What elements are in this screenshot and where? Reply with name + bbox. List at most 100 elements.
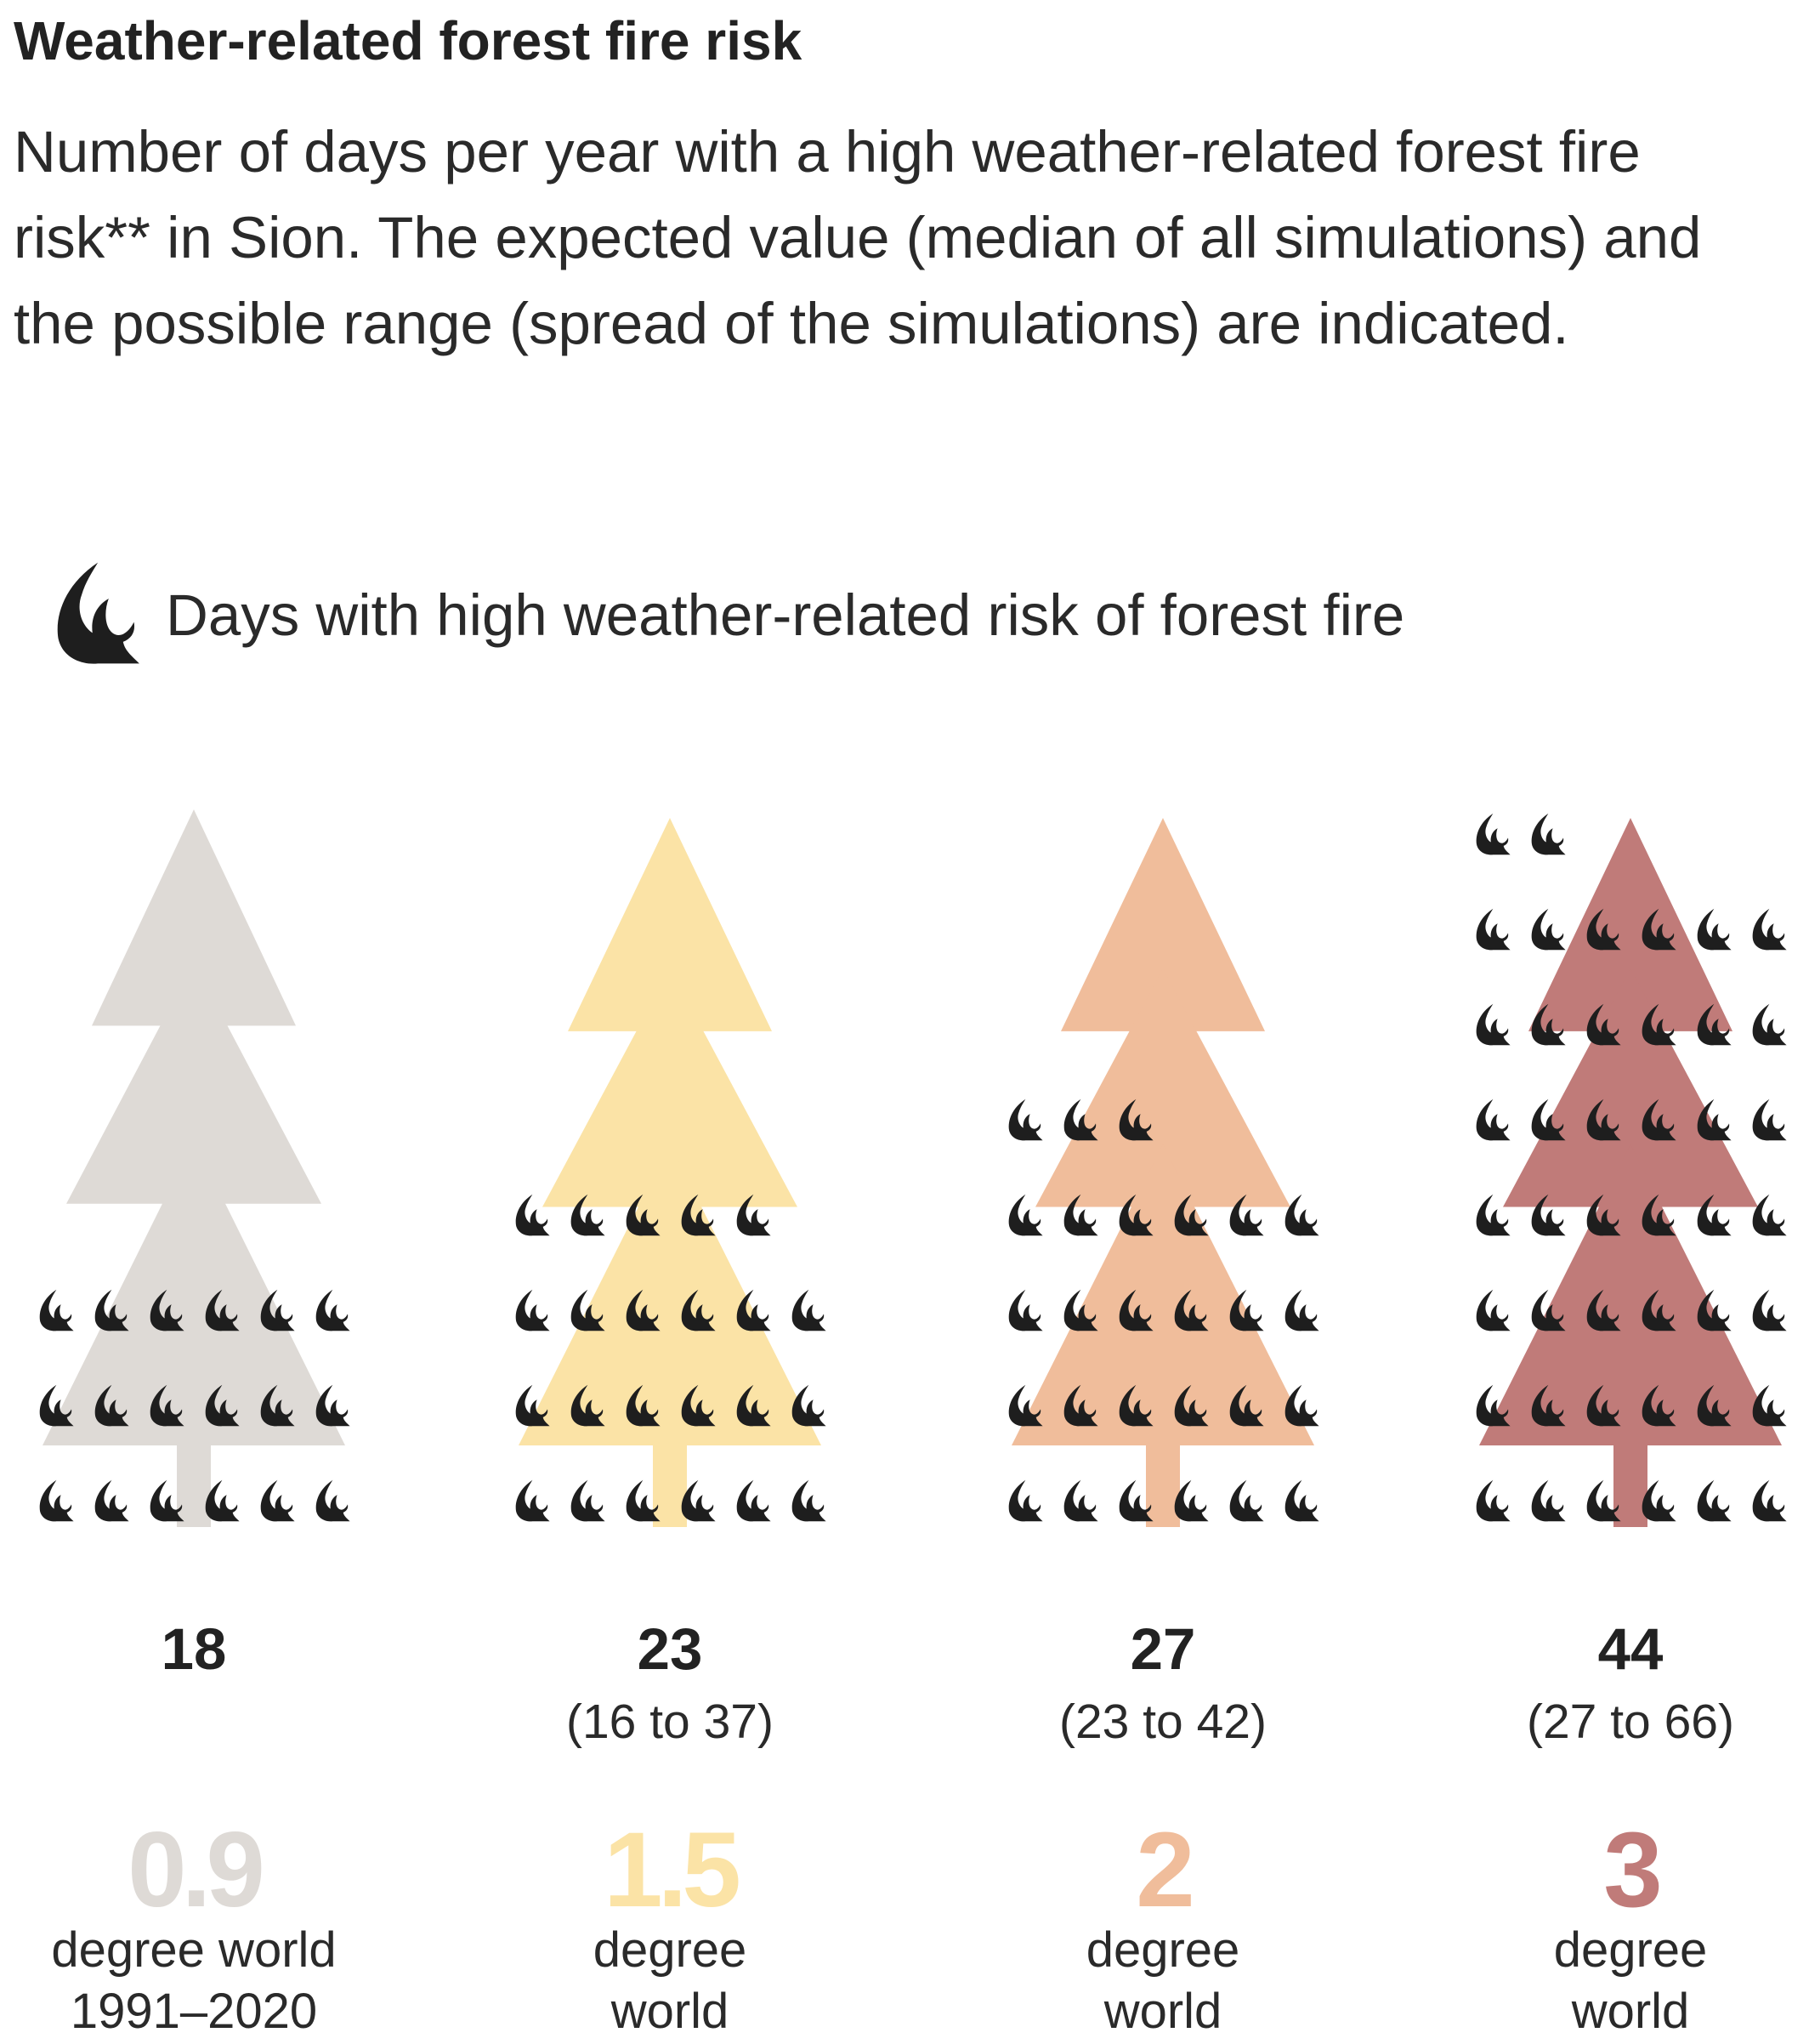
median-value: 23 <box>637 1616 703 1682</box>
flame-icon <box>1531 813 1566 855</box>
flame-icon <box>736 1384 771 1427</box>
tree-tier <box>43 1139 345 1445</box>
scenario-label: degree world 1991–2020 <box>51 1922 337 2039</box>
tree-group <box>43 809 345 1527</box>
chart-title: Weather-related forest fire risk <box>14 10 802 71</box>
warming-level: 2 <box>1136 1811 1195 1929</box>
flame-icon <box>1586 1479 1621 1522</box>
median-value: 18 <box>161 1616 227 1682</box>
tree-tier <box>92 809 296 1026</box>
flame-icon <box>1008 1194 1043 1236</box>
flame-icon <box>1642 1194 1676 1236</box>
tree-tier <box>1012 1144 1314 1445</box>
flame-icon <box>1476 1479 1511 1522</box>
flame-icon <box>681 1194 716 1236</box>
flame-icon <box>1642 1384 1676 1427</box>
flame-icon <box>1752 1194 1787 1236</box>
flame-icon <box>205 1384 240 1427</box>
flame-icon <box>1008 1384 1043 1427</box>
flame-icon <box>1174 1194 1209 1236</box>
flame-icon <box>791 1384 826 1427</box>
flame-icon <box>515 1289 550 1331</box>
flame-icon <box>1642 1479 1676 1522</box>
flame-icon <box>150 1289 184 1331</box>
flame-icon <box>1063 1384 1098 1427</box>
flame-icon <box>791 1289 826 1331</box>
flame-icon <box>570 1479 605 1522</box>
flame-icon <box>1752 908 1787 951</box>
flame-icon <box>1531 1194 1566 1236</box>
flame-icon <box>315 1289 350 1331</box>
flame-icon <box>1174 1479 1209 1522</box>
flame-icon <box>150 1384 184 1427</box>
flame-icon <box>39 1289 74 1331</box>
flame-icon <box>205 1289 240 1331</box>
tree-tier <box>1035 968 1290 1207</box>
tree-tier <box>1479 1144 1782 1445</box>
flame-icon <box>1697 1479 1732 1522</box>
range-value: (23 to 42) <box>1059 1695 1267 1749</box>
tree-tier <box>66 962 321 1204</box>
flame-icon <box>315 1384 350 1427</box>
flame-icon <box>1476 1384 1511 1427</box>
flame-icon <box>1063 1479 1098 1522</box>
flame-icon <box>1476 813 1511 855</box>
flame-icon <box>260 1384 295 1427</box>
flame-icon <box>626 1479 661 1522</box>
flame-icon <box>1119 1289 1154 1331</box>
flame-icon <box>94 1289 129 1331</box>
flame-icon <box>1697 1194 1732 1236</box>
flame-icon <box>681 1384 716 1427</box>
flame-icon <box>39 1479 74 1522</box>
flame-icon <box>1008 1479 1043 1522</box>
flame-icon <box>57 562 139 664</box>
tree-tier <box>1061 818 1265 1031</box>
warming-level: 1.5 <box>604 1811 741 1929</box>
flame-icon <box>1642 908 1676 951</box>
flame-icon <box>1752 1289 1787 1331</box>
scenario-label: degree world <box>1553 1922 1708 2039</box>
flame-icon <box>736 1479 771 1522</box>
flame-icon <box>791 1479 826 1522</box>
flame-icon <box>1531 1289 1566 1331</box>
flame-icon <box>1174 1384 1209 1427</box>
tree-tier <box>1528 818 1732 1031</box>
flame-icon <box>1229 1289 1264 1331</box>
flame-icon <box>205 1479 240 1522</box>
flame-icon <box>1531 1479 1566 1522</box>
scenario-label: degree world <box>1086 1922 1240 2039</box>
legend-label: Days with high weather-related risk of f… <box>166 582 1405 648</box>
range-value: (27 to 66) <box>1527 1695 1734 1749</box>
flame-icon <box>260 1289 295 1331</box>
flame-icon <box>1229 1194 1264 1236</box>
flame-icon <box>681 1289 716 1331</box>
flame-icon <box>94 1479 129 1522</box>
flame-icon <box>1008 1289 1043 1331</box>
flame-icon <box>150 1479 184 1522</box>
flame-icon <box>570 1194 605 1236</box>
flame-icon <box>626 1194 661 1236</box>
scenario-label: degree world <box>593 1922 747 2039</box>
flame-icon <box>1586 1003 1621 1046</box>
flame-icon <box>1586 1384 1621 1427</box>
flame-icon <box>1531 1099 1566 1141</box>
flame-icon <box>1476 908 1511 951</box>
flame-icon <box>1531 1384 1566 1427</box>
tree-tier <box>542 968 797 1207</box>
flame-icon <box>1284 1479 1319 1522</box>
flame-icon <box>1476 1003 1511 1046</box>
tree-trunk <box>1613 1442 1647 1527</box>
flame-icon <box>1642 1099 1676 1141</box>
flame-icon <box>1063 1289 1098 1331</box>
flame-icon <box>1284 1289 1319 1331</box>
chart-subtitle: Number of days per year with a high weat… <box>14 119 1702 356</box>
flame-icon <box>1476 1289 1511 1331</box>
flame-icon <box>1752 1003 1787 1046</box>
tree-group <box>1012 818 1314 1527</box>
warming-level: 3 <box>1603 1811 1663 1929</box>
flame-icon <box>626 1289 661 1331</box>
flame-icon <box>1586 1289 1621 1331</box>
flame-icon <box>736 1194 771 1236</box>
flame-icon <box>1752 1384 1787 1427</box>
